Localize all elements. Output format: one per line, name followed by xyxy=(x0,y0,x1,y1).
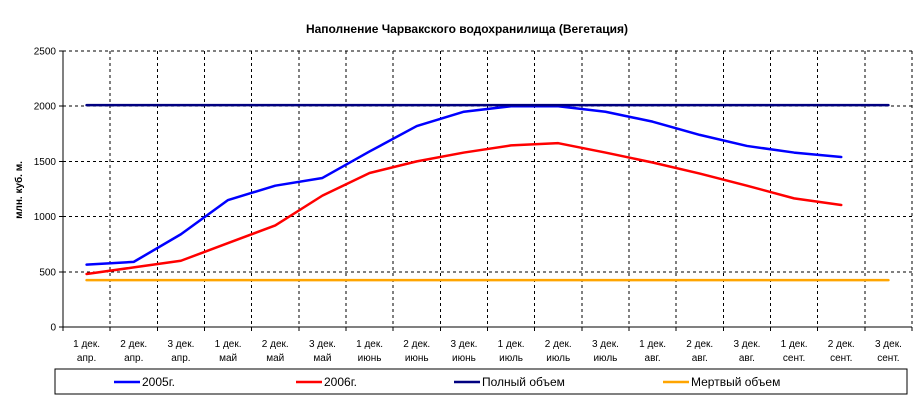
y-tick-label: 1500 xyxy=(34,157,57,168)
x-tick-label-month: июль xyxy=(593,353,617,364)
x-tick-label: 3 дек. xyxy=(167,339,194,350)
y-tick-label: 2000 xyxy=(34,102,57,113)
x-tick-label-month: сент. xyxy=(877,353,899,364)
x-tick-label-month: июнь xyxy=(358,353,382,364)
legend: 2005г. 2006г. Полный объем Мертвый объем xyxy=(54,368,908,395)
x-tick-label-month: май xyxy=(313,353,331,364)
legend-label-3: Полный объем xyxy=(482,375,565,389)
x-tick-label-month: авг. xyxy=(739,353,755,364)
legend-label-1: 2005г. xyxy=(142,375,175,389)
x-tick-label-month: май xyxy=(266,353,284,364)
x-tick-label: 2 дек. xyxy=(686,339,713,350)
x-tick-label: 1 дек. xyxy=(781,339,808,350)
x-tick-label: 1 дек. xyxy=(498,339,525,350)
x-tick-label-month: апр. xyxy=(171,353,190,364)
x-tick-label: 3 дек. xyxy=(733,339,760,350)
x-tick-label: 1 дек. xyxy=(73,339,100,350)
x-tick-label: 3 дек. xyxy=(309,339,336,350)
x-tick-label: 3 дек. xyxy=(450,339,477,350)
x-tick-label-month: апр. xyxy=(77,353,96,364)
x-tick-label: 3 дек. xyxy=(592,339,619,350)
y-axis-label: млн. куб. м. xyxy=(13,161,25,219)
x-tick-label-month: сент. xyxy=(830,353,852,364)
y-tick-label: 0 xyxy=(50,323,56,334)
chart-title: Наполнение Чарвакского водохранилища (Ве… xyxy=(306,22,628,36)
x-tick-label: 3 дек. xyxy=(875,339,902,350)
x-tick-label: 2 дек. xyxy=(120,339,147,350)
y-tick-label: 500 xyxy=(39,267,56,278)
x-tick-label-month: май xyxy=(219,353,237,364)
x-tick-label-month: июль xyxy=(499,353,523,364)
series-line-2 xyxy=(85,141,843,276)
x-tick-label-month: июнь xyxy=(405,353,429,364)
x-tick-label-month: июнь xyxy=(452,353,476,364)
x-tick-label: 2 дек. xyxy=(262,339,289,350)
series-line-1 xyxy=(85,104,843,266)
x-tick-label-month: июль xyxy=(546,353,570,364)
x-tick-label: 2 дек. xyxy=(545,339,572,350)
x-tick-label-month: авг. xyxy=(692,353,708,364)
legend-label-4: Мертвый объем xyxy=(691,375,780,389)
x-tick-label-month: апр. xyxy=(124,353,143,364)
x-tick-label-month: сент. xyxy=(783,353,805,364)
legend-box xyxy=(54,368,908,395)
legend-label-2: 2006г. xyxy=(324,375,357,389)
y-tick-label: 2500 xyxy=(34,47,57,58)
x-tick-label: 2 дек. xyxy=(828,339,855,350)
x-tick-label: 1 дек. xyxy=(356,339,383,350)
x-tick-label-month: авг. xyxy=(645,353,661,364)
x-tick-label: 1 дек. xyxy=(639,339,666,350)
x-tick-label: 1 дек. xyxy=(215,339,242,350)
x-tick-label: 2 дек. xyxy=(403,339,430,350)
y-tick-label: 1000 xyxy=(34,212,57,223)
